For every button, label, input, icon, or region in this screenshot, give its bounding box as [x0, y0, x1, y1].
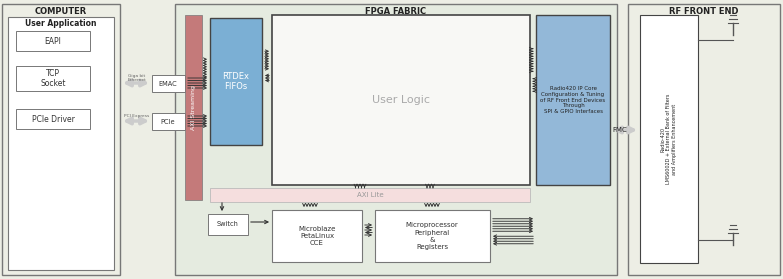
Bar — [272, 210, 362, 262]
Text: AXI Lite: AXI Lite — [357, 192, 384, 198]
Text: RF FRONT END: RF FRONT END — [669, 6, 738, 16]
Bar — [16, 31, 90, 51]
Bar — [208, 214, 248, 235]
Text: FMC: FMC — [612, 127, 627, 133]
Text: Switch: Switch — [217, 222, 239, 227]
Text: EMAC: EMAC — [159, 81, 178, 86]
Bar — [272, 15, 530, 185]
Text: COMPUTER: COMPUTER — [35, 6, 87, 16]
Text: AXI Streaming: AXI Streaming — [191, 85, 196, 130]
Text: User Logic: User Logic — [372, 95, 430, 105]
Text: Giga bit
Ethernet: Giga bit Ethernet — [128, 74, 146, 82]
Text: EAPI: EAPI — [45, 37, 61, 45]
Bar — [210, 18, 262, 145]
Text: FPGA FABRIC: FPGA FABRIC — [366, 6, 427, 16]
Bar — [210, 188, 530, 202]
Bar — [16, 109, 90, 129]
Text: PCI Express: PCI Express — [124, 114, 150, 118]
Bar — [16, 66, 90, 91]
Bar — [152, 113, 185, 130]
Text: User Application: User Application — [25, 18, 97, 28]
Bar — [536, 15, 610, 185]
Text: Microblaze
PetaLinux
CCE: Microblaze PetaLinux CCE — [298, 226, 336, 246]
Bar — [640, 15, 698, 263]
Text: RTDEx
FIFOs: RTDEx FIFOs — [222, 72, 250, 91]
Bar — [8, 17, 114, 270]
Bar — [175, 4, 617, 275]
Text: TCP
Socket: TCP Socket — [40, 69, 66, 88]
Text: Radio420 IP Core
Configuration & Tuning
of RF Front End Devices
Through
SPI & GP: Radio420 IP Core Configuration & Tuning … — [540, 86, 605, 114]
Text: PCIe Driver: PCIe Driver — [31, 114, 74, 124]
Bar — [628, 4, 780, 275]
Text: PCIe: PCIe — [161, 119, 175, 124]
Bar — [2, 4, 120, 275]
Bar — [185, 15, 202, 200]
Bar — [152, 75, 185, 92]
Text: Microprocessor
Peripheral
&
Registers: Microprocessor Peripheral & Registers — [406, 222, 458, 249]
Text: Radio-420
LMS6002D + External Bank of Filters
and Amplifiers Enhancement: Radio-420 LMS6002D + External Bank of Fi… — [661, 94, 677, 184]
Bar — [375, 210, 490, 262]
